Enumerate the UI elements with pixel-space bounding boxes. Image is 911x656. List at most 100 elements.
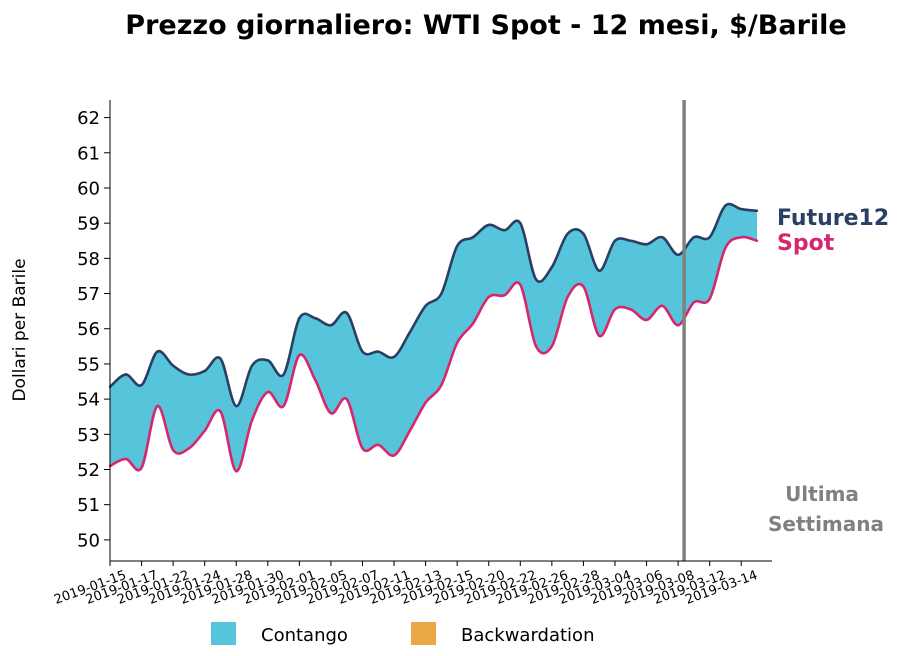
- data-point-future12: [313, 316, 317, 320]
- data-point-spot: [377, 443, 380, 447]
- data-point-future12: [676, 253, 680, 257]
- plot-area: [109, 202, 758, 473]
- data-point-future12: [582, 232, 585, 235]
- end-label-future12: Future12: [777, 206, 889, 231]
- chart-title: Prezzo giornaliero: WTI Spot - 12 mesi, …: [125, 10, 846, 41]
- contango-area: [110, 204, 757, 472]
- data-point-future12: [519, 221, 522, 225]
- data-point-spot: [582, 285, 585, 288]
- legend-swatch-backwardation: [411, 622, 436, 645]
- data-point-future12: [392, 355, 396, 359]
- data-point-future12: [235, 404, 238, 408]
- data-point-future12: [219, 357, 222, 360]
- series-line-future12: [109, 202, 758, 408]
- end-label-spot: Spot: [777, 231, 835, 256]
- data-point-spot: [566, 295, 569, 299]
- data-point-spot: [140, 466, 143, 469]
- data-point-future12: [298, 316, 301, 320]
- data-point-future12: [598, 269, 601, 272]
- data-point-future12: [487, 223, 490, 227]
- y-tick-label: 61: [77, 143, 100, 164]
- y-tick-label: 55: [77, 354, 100, 375]
- data-point-future12: [455, 244, 459, 248]
- data-point-future12: [171, 364, 175, 367]
- data-point-spot: [345, 397, 348, 401]
- data-point-future12: [282, 373, 285, 376]
- data-point-spot: [424, 401, 427, 404]
- data-point-spot: [708, 297, 711, 301]
- data-point-spot: [740, 236, 743, 239]
- data-point-spot: [235, 470, 238, 473]
- data-point-future12: [250, 364, 254, 367]
- data-point-spot: [156, 404, 159, 408]
- y-tick-label: 60: [77, 178, 100, 199]
- legend: Contango Backwardation: [211, 622, 594, 646]
- data-point-spot: [298, 353, 301, 357]
- data-points: [108, 204, 759, 473]
- annotation-ultima: Ultima: [785, 482, 859, 506]
- y-tick-label: 53: [77, 425, 100, 446]
- data-point-spot: [219, 410, 222, 413]
- data-point-future12: [440, 292, 443, 295]
- data-point-future12: [613, 239, 617, 242]
- data-point-spot: [724, 246, 727, 249]
- y-tick-label: 57: [77, 284, 100, 305]
- data-point-spot: [266, 390, 269, 394]
- data-point-future12: [755, 209, 759, 213]
- data-point-spot: [392, 454, 396, 457]
- data-point-spot: [187, 447, 191, 450]
- data-point-future12: [471, 236, 475, 239]
- data-point-spot: [613, 308, 617, 311]
- data-point-spot: [329, 412, 333, 415]
- data-point-spot: [361, 447, 364, 450]
- data-point-spot: [645, 318, 648, 322]
- y-tick-label: 59: [77, 214, 100, 235]
- y-tick-label: 54: [77, 390, 100, 411]
- data-point-spot: [282, 404, 285, 408]
- y-tick-label: 50: [77, 530, 100, 551]
- data-point-spot: [203, 429, 206, 432]
- data-point-future12: [140, 383, 143, 387]
- y-axis-label: Dollari per Barile: [10, 258, 30, 401]
- data-point-spot: [550, 345, 554, 348]
- data-point-spot: [692, 301, 696, 304]
- y-tick-label: 58: [77, 249, 100, 270]
- data-point-future12: [124, 373, 127, 376]
- data-point-future12: [187, 373, 191, 376]
- data-point-future12: [708, 236, 711, 239]
- data-point-spot: [676, 324, 680, 327]
- data-point-future12: [724, 204, 727, 207]
- data-point-future12: [566, 232, 569, 235]
- data-point-spot: [455, 341, 459, 345]
- data-point-future12: [503, 229, 506, 232]
- data-point-future12: [329, 324, 333, 327]
- y-axis: 50 51 52 53 54 55 56 57 58 59 60 61 62: [77, 100, 111, 561]
- data-point-future12: [156, 350, 159, 353]
- data-point-spot: [250, 419, 254, 422]
- data-point-future12: [740, 207, 743, 211]
- data-point-spot: [598, 334, 601, 337]
- data-point-spot: [519, 283, 522, 286]
- data-point-future12: [629, 239, 632, 242]
- annotation-settimana: Settimana: [768, 512, 884, 536]
- data-point-spot: [755, 239, 759, 242]
- data-point-future12: [550, 265, 554, 269]
- y-tick-label: 51: [77, 495, 100, 516]
- data-point-future12: [661, 236, 664, 239]
- data-point-future12: [408, 331, 412, 334]
- data-point-future12: [266, 359, 269, 362]
- data-point-spot: [487, 295, 490, 299]
- data-point-spot: [313, 378, 317, 381]
- data-point-spot: [661, 304, 664, 308]
- data-point-future12: [377, 350, 380, 353]
- data-point-spot: [408, 429, 412, 432]
- data-point-future12: [645, 243, 648, 246]
- data-point-spot: [534, 345, 538, 348]
- y-tick-label: 52: [77, 460, 100, 481]
- data-point-future12: [361, 350, 364, 353]
- y-tick-label: 56: [77, 319, 100, 340]
- data-point-future12: [203, 369, 206, 373]
- data-point-spot: [503, 294, 506, 297]
- data-point-spot: [124, 457, 127, 461]
